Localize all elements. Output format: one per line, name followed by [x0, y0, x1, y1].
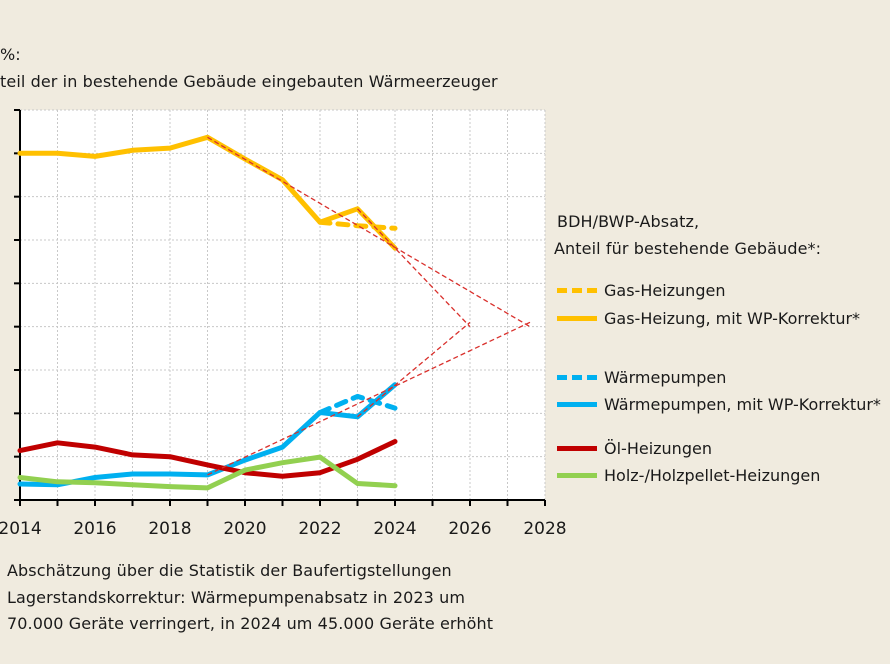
legend-header-line2: Anteil für bestehende Gebäude*: — [554, 239, 822, 258]
x-tick-label: 2018 — [148, 519, 191, 539]
legend-label: Wärmepumpen — [604, 367, 727, 387]
x-axis-labels: 2014 2016 2018 2020 2022 2024 2026 2028 — [0, 519, 567, 539]
legend-swatch — [557, 287, 597, 293]
trend-lines — [207, 136, 531, 476]
chart-unit-label: %: — [0, 45, 21, 64]
legend-label: Wärmepumpen, mit WP-Korrektur* — [604, 394, 881, 414]
legend-header-line1: BDH/BWP-Absatz, — [557, 212, 700, 231]
x-tick-label: 2022 — [298, 519, 341, 539]
series-group — [17, 134, 398, 491]
legend-label: Gas-Heizung, mit WP-Korrektur* — [604, 308, 861, 328]
legend-item: Gas-Heizungen — [557, 280, 725, 300]
series-line-0 — [317, 219, 398, 231]
x-tick-label: 2026 — [448, 519, 491, 539]
trend-line-1 — [357, 208, 471, 328]
grid — [20, 109, 546, 500]
footnote-1: Abschätzung über die Statistik der Baufe… — [7, 561, 452, 580]
legend-label: Gas-Heizungen — [604, 280, 726, 300]
legend-swatch — [557, 374, 597, 380]
x-tick-label: 2014 — [0, 519, 42, 539]
footnote-3: 70.000 Geräte verringert, in 2024 um 45.… — [7, 614, 494, 633]
x-tick-label: 2020 — [223, 519, 266, 539]
legend-swatch — [557, 445, 597, 451]
series-line-5 — [17, 454, 398, 491]
legend-item: Holz-/Holzpellet-Heizungen — [557, 465, 820, 485]
trend-line-3 — [357, 321, 471, 418]
x-tick-label: 2028 — [523, 519, 566, 539]
x-tick-label: 2024 — [373, 519, 416, 539]
legend-swatch — [557, 401, 597, 407]
legend-label: Öl-Heizungen — [604, 438, 712, 458]
chart-subtitle: teil der in bestehende Gebäude eingebaut… — [0, 72, 498, 91]
legend-item: Wärmepumpen — [557, 367, 726, 387]
trend-line-2 — [207, 321, 531, 476]
legend-swatch — [557, 472, 597, 478]
axes — [14, 109, 546, 506]
series-line-2 — [317, 393, 398, 415]
plot-area — [20, 110, 545, 500]
legend-label: Holz-/Holzpellet-Heizungen — [604, 465, 821, 485]
footnote-2: Lagerstandskorrektur: Wärmepumpenabsatz … — [7, 588, 466, 607]
legend-swatch — [557, 315, 597, 321]
legend-item: Gas-Heizung, mit WP-Korrektur* — [557, 308, 860, 328]
trend-line-0 — [207, 136, 531, 328]
legend-item: Wärmepumpen, mit WP-Korrektur* — [557, 394, 881, 414]
x-tick-label: 2016 — [73, 519, 116, 539]
legend-item: Öl-Heizungen — [557, 438, 712, 458]
